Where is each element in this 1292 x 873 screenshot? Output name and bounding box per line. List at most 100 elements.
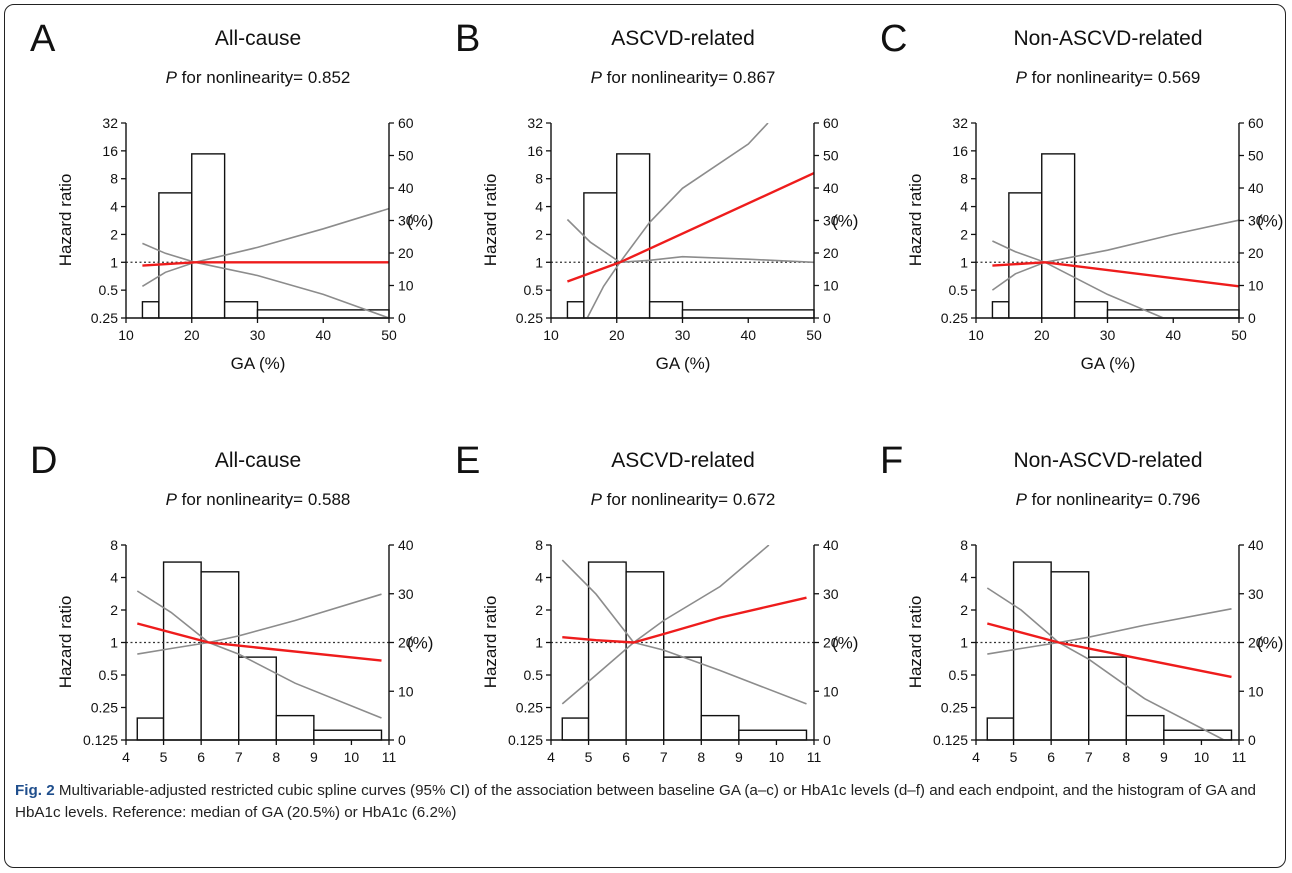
panel-d: D All-cause P for nonlinearity= 0.588 0.125…: [30, 440, 433, 765]
y-tick-label: 0.25: [91, 310, 118, 326]
ci-band-line: [986, 587, 1225, 740]
y-axis-title: Hazard ratio: [906, 596, 925, 689]
y2-tick-label: 0: [823, 732, 831, 748]
y-tick-label: 1: [535, 254, 543, 270]
y-tick-label: 2: [960, 226, 968, 242]
hazard-ratio-line: [562, 596, 807, 644]
histogram-bar: [200, 571, 240, 741]
y-tick-label: 4: [535, 570, 543, 586]
panel-b: B ASCVD-related P for nonlinearity= 0.867 0…: [455, 18, 858, 373]
x-tick-label: 40: [740, 327, 756, 343]
panel-letter: F: [880, 440, 903, 482]
y-tick-label: 0.25: [516, 700, 543, 716]
y-tick-label: 0.25: [91, 700, 118, 716]
p-value-text: for nonlinearity= 0.588: [177, 490, 350, 509]
panel-title: Non-ASCVD-related: [1013, 27, 1202, 50]
y2-tick-label: 10: [823, 278, 839, 294]
caption-label: Fig. 2: [15, 782, 55, 799]
y2-tick-label: 30: [823, 586, 839, 602]
y2-tick-label: 60: [1248, 115, 1264, 131]
y-tick-label: 1: [110, 254, 118, 270]
y2-tick-label: 0: [398, 732, 406, 748]
x-tick-label: 8: [1122, 749, 1130, 765]
y2-tick-label: 10: [823, 683, 839, 699]
x-tick-label: 10: [769, 749, 785, 765]
x-tick-label: 20: [609, 327, 625, 343]
x-tick-label: 10: [968, 327, 984, 343]
hazard-ratio-line: [136, 622, 382, 662]
p-value-text: for nonlinearity= 0.569: [1027, 68, 1200, 87]
p-symbol: P: [591, 490, 603, 509]
y-axis-title: Hazard ratio: [481, 596, 500, 689]
histogram-bar: [162, 561, 202, 741]
p-symbol: P: [166, 68, 178, 87]
panel-letter: B: [455, 18, 480, 60]
histogram-bar: [566, 301, 585, 319]
panel-title: ASCVD-related: [611, 449, 755, 472]
y-tick-label: 2: [535, 226, 543, 242]
hazard-ratio-line: [566, 172, 814, 283]
y2-axis-title: (%): [407, 634, 433, 653]
ci-band-line: [561, 559, 807, 705]
histogram-bar: [738, 729, 808, 741]
y-tick-label: 0.25: [941, 700, 968, 716]
y-tick-label: 1: [535, 635, 543, 651]
x-tick-label: 11: [382, 749, 397, 765]
panel-f: F Non-ASCVD-related P for nonlinearity= 0.…: [880, 440, 1283, 765]
y-tick-label: 2: [110, 226, 118, 242]
ci-band-line: [142, 242, 389, 318]
x-tick-label: 4: [972, 749, 980, 765]
x-tick-label: 10: [1194, 749, 1210, 765]
histogram-bar: [1125, 714, 1165, 741]
x-tick-label: 11: [1232, 749, 1247, 765]
histogram-bar: [583, 192, 618, 319]
y2-tick-label: 50: [398, 148, 414, 164]
y-axis-title: Hazard ratio: [56, 174, 75, 267]
ci-band-line: [566, 218, 814, 264]
y2-axis-title: (%): [1257, 634, 1283, 653]
p-nonlinearity: P for nonlinearity= 0.588: [166, 490, 351, 509]
histogram-bar: [158, 192, 193, 319]
y-tick-label: 32: [527, 115, 543, 131]
x-tick-label: 6: [622, 749, 630, 765]
x-tick-label: 50: [381, 327, 397, 343]
hazard-ratio-line: [986, 622, 1232, 679]
x-tick-label: 10: [543, 327, 559, 343]
y2-tick-label: 40: [823, 180, 839, 196]
histogram-bar: [700, 714, 740, 741]
y2-tick-label: 0: [823, 310, 831, 326]
y2-tick-label: 10: [1248, 683, 1264, 699]
ci-band-line: [137, 593, 382, 655]
hazard-ratio-line: [992, 261, 1239, 288]
x-tick-label: 7: [235, 749, 243, 765]
ci-band-line: [136, 590, 382, 719]
x-tick-label: 8: [272, 749, 280, 765]
y-tick-label: 32: [102, 115, 118, 131]
x-tick-label: 20: [1034, 327, 1050, 343]
histogram-bar: [991, 301, 1010, 319]
y-tick-label: 2: [535, 602, 543, 618]
y2-tick-label: 60: [398, 115, 414, 131]
histogram-bar: [681, 309, 815, 319]
y-axis-title: Hazard ratio: [56, 596, 75, 689]
y-tick-label: 0.5: [949, 667, 969, 683]
y-tick-label: 0.5: [99, 282, 119, 298]
panel-e: E ASCVD-related P for nonlinearity= 0.672 0…: [455, 440, 858, 765]
y-tick-label: 16: [952, 143, 968, 159]
ci-band-line: [561, 545, 770, 705]
histogram-bar: [1073, 301, 1109, 319]
histogram-bar: [625, 571, 665, 741]
histogram-bar: [136, 717, 165, 741]
y-tick-label: 0.5: [524, 282, 544, 298]
y2-tick-label: 10: [1248, 278, 1264, 294]
histogram-bar: [191, 153, 226, 319]
x-tick-label: 5: [1010, 749, 1018, 765]
spline-figure: A All-cause P for nonlinearity= 0.852 0.25 0…: [30, 18, 1283, 765]
x-tick-label: 40: [315, 327, 331, 343]
p-nonlinearity: P for nonlinearity= 0.867: [591, 68, 776, 87]
y2-tick-label: 20: [823, 635, 839, 651]
y-tick-label: 16: [527, 143, 543, 159]
y2-tick-label: 20: [398, 245, 414, 261]
x-tick-label: 30: [250, 327, 266, 343]
y-tick-label: 4: [960, 199, 968, 215]
